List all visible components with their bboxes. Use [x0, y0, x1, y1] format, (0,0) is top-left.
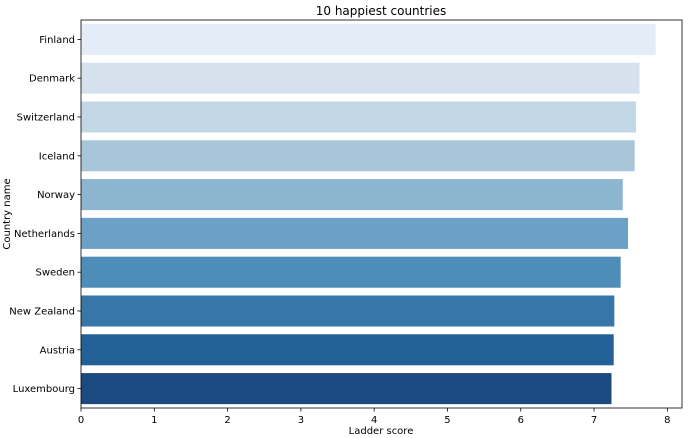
y-tick-label: Netherlands	[14, 229, 75, 240]
bar-austria	[81, 334, 614, 366]
bar-sweden	[81, 256, 621, 288]
y-tick-label: Switzerland	[17, 113, 75, 124]
y-tick-label: Norway	[37, 190, 75, 201]
x-tick-label: 3	[298, 415, 304, 426]
bar-finland	[81, 23, 656, 55]
y-tick-label: Iceland	[39, 151, 75, 162]
x-tick-label: 8	[664, 415, 670, 426]
y-tick-label: New Zealand	[9, 307, 75, 318]
bar-iceland	[81, 140, 635, 172]
y-tick-label: Finland	[39, 35, 75, 46]
plot-frame	[80, 19, 683, 409]
y-tick-label: Austria	[40, 345, 75, 356]
bar-denmark	[81, 62, 640, 94]
bars-group	[81, 23, 656, 405]
y-axis-title: Country name	[2, 178, 13, 249]
y-tick-label: Sweden	[35, 268, 75, 279]
x-tick-label: 2	[224, 415, 230, 426]
bar-norway	[81, 179, 623, 211]
x-tick-label: 0	[78, 415, 84, 426]
x-axis-title: Ladder score	[349, 426, 414, 437]
bar-netherlands	[81, 217, 629, 249]
y-tick-label: Luxembourg	[13, 384, 75, 395]
x-tick-label: 6	[518, 415, 524, 426]
x-tick-label: 7	[591, 415, 597, 426]
chart-title: 10 happiest countries	[316, 4, 447, 18]
bar-luxembourg	[81, 373, 612, 405]
y-tick-label: Denmark	[29, 74, 75, 85]
x-tick-label: 4	[371, 415, 377, 426]
x-tick-label: 1	[151, 415, 157, 426]
x-tick-label: 5	[444, 415, 450, 426]
bar-new-zealand	[81, 295, 615, 327]
y-tick-labels: Finland Denmark Switzerland Iceland Norway Ne…	[9, 35, 81, 395]
bar-switzerland	[81, 101, 636, 133]
x-axis: 0 1 2 3 4 5 6 7 8	[78, 408, 671, 426]
